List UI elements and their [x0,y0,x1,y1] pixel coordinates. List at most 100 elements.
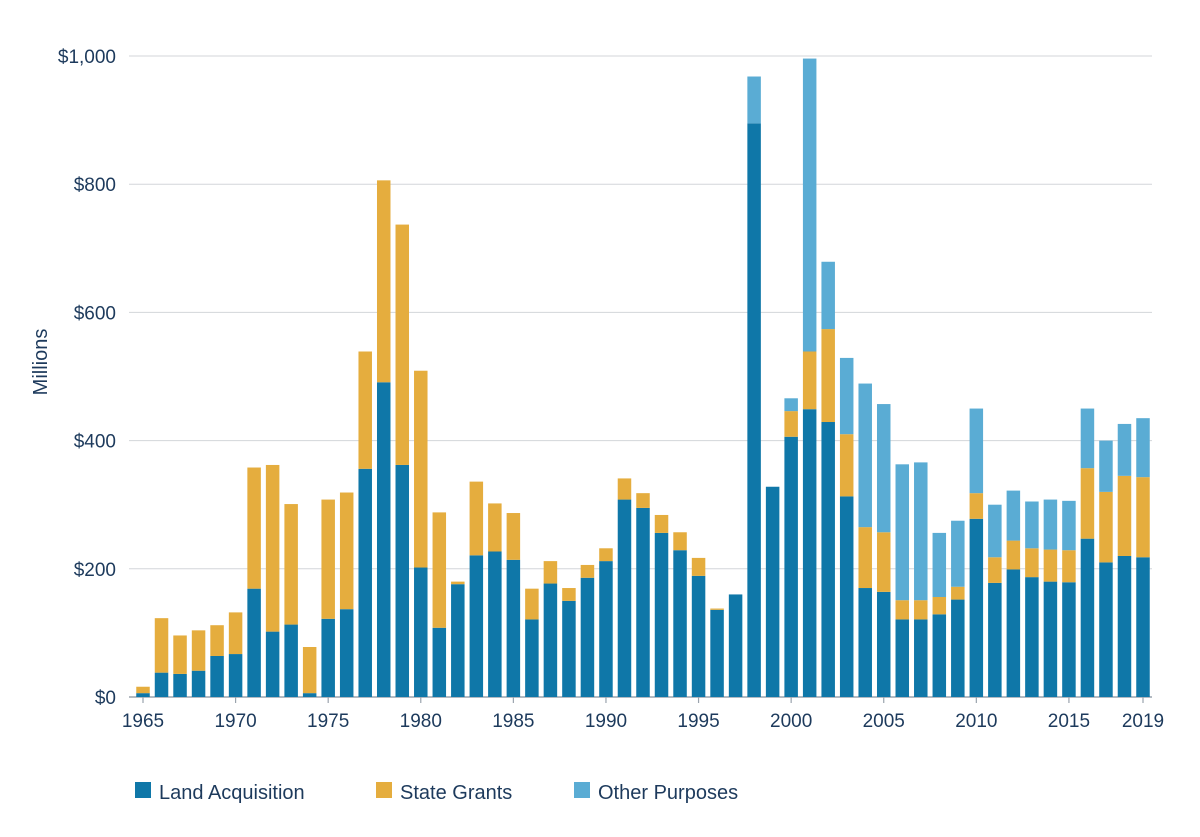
y-tick-label: $400 [74,432,116,453]
bar-other-purposes-2014 [1043,499,1058,550]
bar-state-grants-1987 [543,561,558,584]
bar-other-purposes-2010 [969,408,984,494]
bar-state-grants-1993 [654,514,669,533]
bar-state-grants-2015 [1062,550,1076,583]
legend-swatch [135,782,151,798]
bar-state-grants-1990 [599,548,613,562]
bar-land-acquisition-2001 [802,409,817,697]
bar-other-purposes-2006 [895,464,910,601]
bar-state-grants-1991 [617,478,632,500]
legend-label: State Grants [400,782,512,804]
y-tick-label: $600 [74,303,116,324]
legend-swatch [376,782,392,798]
bar-land-acquisition-1979 [395,464,410,697]
bar-land-acquisition-2011 [988,582,1002,697]
bar-state-grants-1989 [580,564,595,578]
legend-item-other-purposes: Other Purposes [574,782,738,804]
bar-state-grants-2011 [988,557,1002,583]
bar-state-grants-1981 [432,512,447,628]
bar-state-grants-1968 [191,630,206,671]
legend-item-state-grants: State Grants [376,782,512,804]
bar-land-acquisition-2007 [914,619,928,697]
x-tick-label: 2005 [863,711,905,732]
bar-land-acquisition-1990 [599,561,613,697]
bar-land-acquisition-1995 [691,575,706,697]
bar-state-grants-2008 [932,597,947,615]
bar-other-purposes-2001 [802,58,817,352]
legend: Land Acquisition State Grants Other Purpos… [135,782,738,804]
bar-state-grants-2010 [969,493,984,519]
bar-state-grants-2002 [821,329,835,423]
bar-land-acquisition-2006 [895,619,910,697]
bar-land-acquisition-1969 [210,655,224,697]
bar-land-acquisition-1984 [488,551,502,697]
y-axis-title: Millions [30,329,52,396]
bar-other-purposes-2011 [988,504,1002,558]
bar-state-grants-1976 [339,492,354,610]
bar-state-grants-1965 [136,686,150,694]
bar-land-acquisition-2005 [876,591,891,697]
bar-other-purposes-2007 [914,462,928,601]
bar-state-grants-2009 [951,586,965,600]
bar-state-grants-2001 [802,351,817,410]
bar-land-acquisition-1980 [414,567,428,697]
bar-land-acquisition-1965 [136,693,150,697]
x-tick-label: 1980 [400,711,442,732]
bar-land-acquisition-1968 [191,670,206,697]
bar-other-purposes-2018 [1117,423,1132,476]
bar-other-purposes-2012 [1006,490,1021,541]
bar-state-grants-1996 [710,608,724,610]
x-tick-label: 2019 [1122,711,1164,732]
bar-land-acquisition-1966 [154,672,169,697]
legend-label: Land Acquisition [159,782,305,804]
bar-state-grants-2006 [895,600,910,620]
bar-land-acquisition-1972 [265,631,280,697]
bar-land-acquisition-2015 [1062,582,1076,697]
bar-other-purposes-2000 [784,398,798,412]
bar-other-purposes-2009 [951,520,965,587]
y-tick-label: $1,000 [58,47,116,68]
x-tick-label: 1975 [307,711,349,732]
bar-state-grants-1972 [265,464,280,632]
bar-land-acquisition-1977 [358,468,372,697]
x-tick-label: 2000 [770,711,812,732]
bar-land-acquisition-1974 [302,693,317,697]
bar-other-purposes-2008 [932,532,947,597]
bar-land-acquisition-2008 [932,614,947,697]
bar-other-purposes-2015 [1062,500,1076,551]
bar-land-acquisition-1991 [617,499,632,697]
x-tick-label: 2010 [955,711,997,732]
bar-other-purposes-2002 [821,261,835,330]
bar-state-grants-1979 [395,224,410,465]
bar-land-acquisition-2016 [1080,538,1095,697]
bar-state-grants-2018 [1117,475,1132,556]
bar-land-acquisition-2018 [1117,555,1132,697]
bar-land-acquisition-2014 [1043,581,1058,697]
bar-land-acquisition-1983 [469,555,484,697]
bar-state-grants-1980 [414,370,428,568]
bar-other-purposes-2004 [858,383,872,528]
bar-land-acquisition-1967 [173,673,187,697]
bar-state-grants-1978 [376,180,391,383]
x-tick-label: 2015 [1048,711,1090,732]
bar-land-acquisition-2010 [969,518,984,697]
bar-other-purposes-1998 [747,76,761,124]
bar-land-acquisition-1987 [543,583,558,697]
bar-land-acquisition-1996 [710,609,724,697]
bar-land-acquisition-1988 [562,600,576,697]
bar-land-acquisition-2002 [821,422,835,697]
bar-other-purposes-2019 [1136,418,1150,478]
bar-land-acquisition-2000 [784,436,798,697]
bar-land-acquisition-1992 [636,507,650,697]
bar-state-grants-1975 [321,499,335,619]
bar-state-grants-2005 [876,532,891,592]
bar-land-acquisition-1975 [321,618,335,697]
bar-other-purposes-2013 [1025,501,1039,549]
bar-land-acquisition-1997 [728,594,743,697]
bar-state-grants-2003 [839,434,854,497]
bar-state-grants-1969 [210,625,224,656]
bar-state-grants-1995 [691,557,706,576]
bar-land-acquisition-2004 [858,588,872,697]
bar-other-purposes-2005 [876,404,891,533]
